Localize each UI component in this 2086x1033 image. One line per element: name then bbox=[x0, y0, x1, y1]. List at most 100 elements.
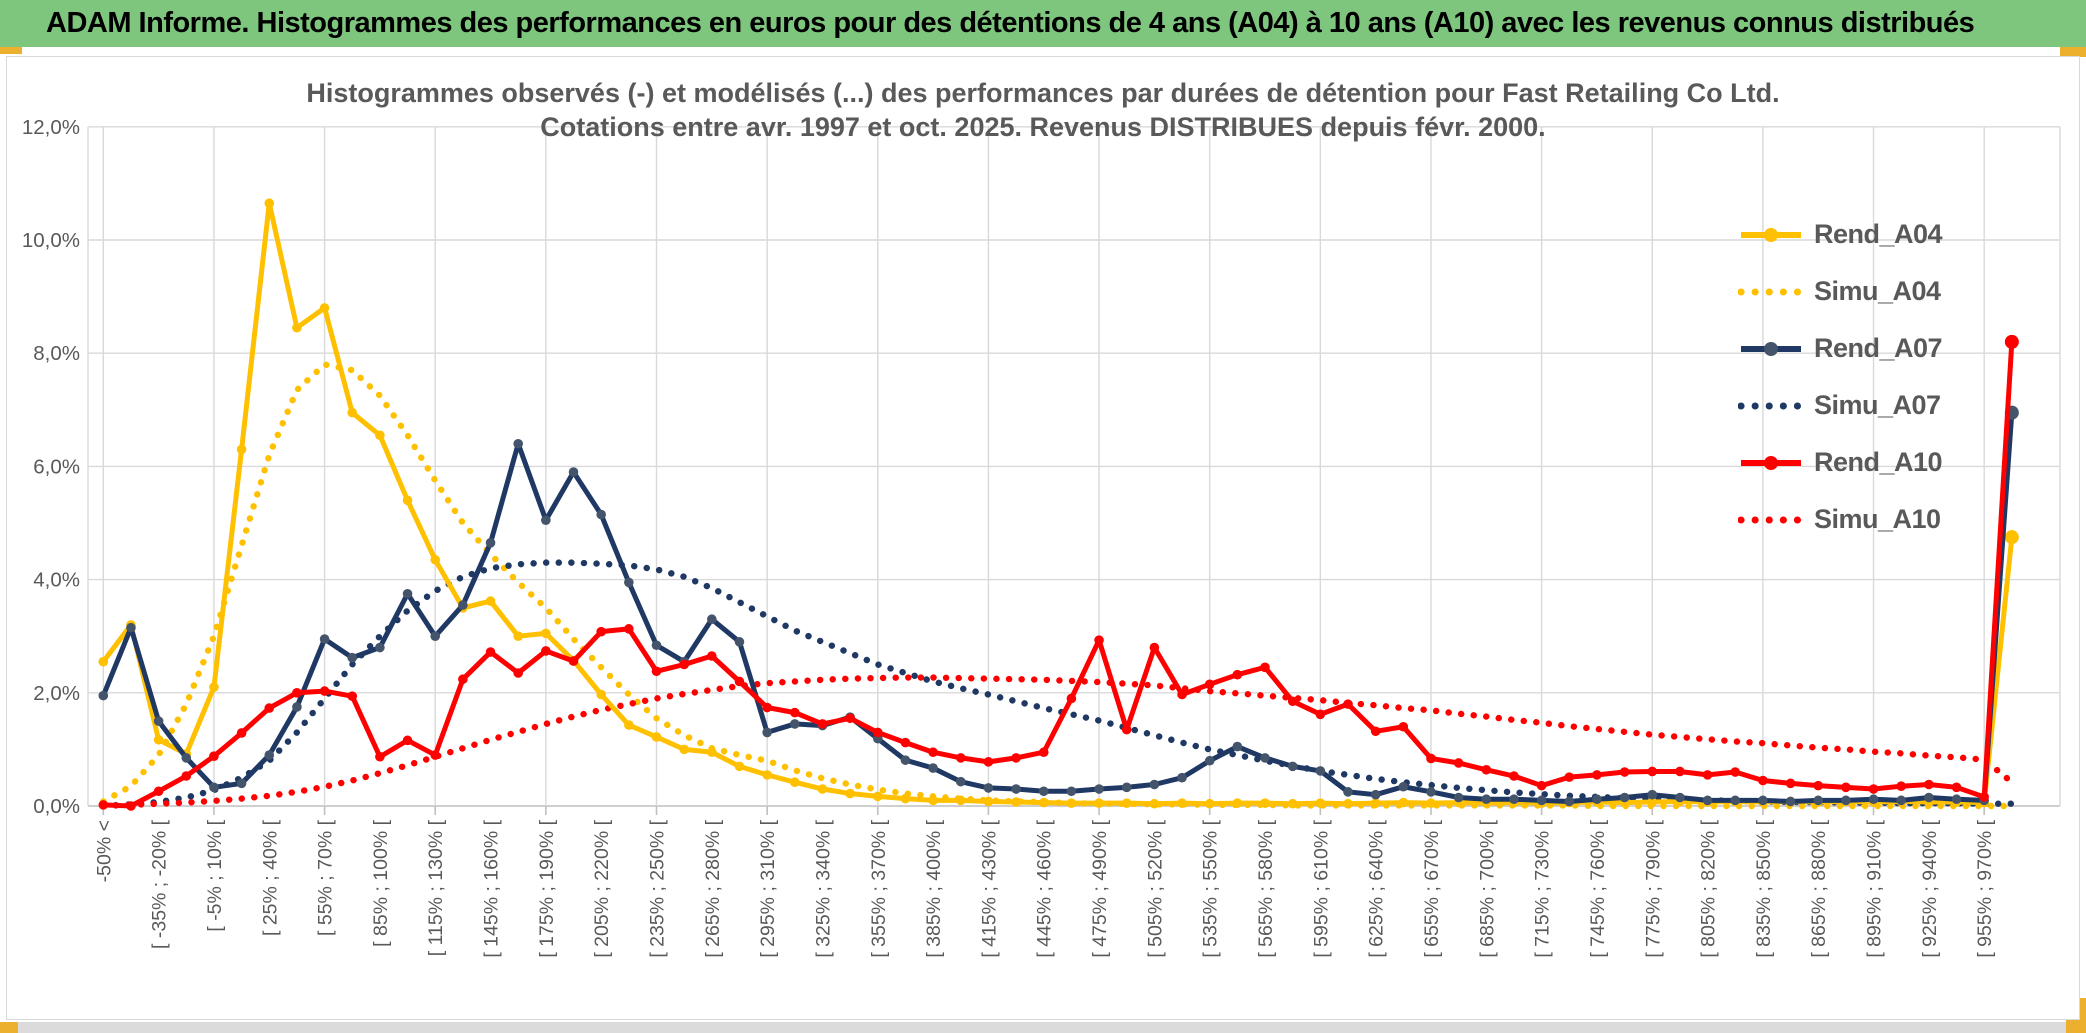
marker-rend_a10 bbox=[762, 702, 772, 713]
marker-rend_a04 bbox=[485, 596, 496, 606]
marker-rend_a07 bbox=[624, 577, 634, 588]
marker-rend_a10 bbox=[1536, 780, 1547, 791]
x-axis-tick-label: [ 355% ; 370% [ bbox=[868, 819, 890, 957]
marker-rend_a04 bbox=[955, 795, 966, 806]
marker-rend_a07 bbox=[1896, 795, 1906, 806]
marker-rend_a04 bbox=[1426, 798, 1436, 808]
marker-rend_a04 bbox=[679, 744, 689, 755]
legend-item-rend-a07[interactable]: Rend_A07 bbox=[1738, 320, 1943, 377]
marker-rend_a10 bbox=[264, 703, 275, 713]
marker-rend_a07 bbox=[1038, 786, 1049, 797]
marker-rend_a10 bbox=[1121, 724, 1132, 735]
series-rend_a04 bbox=[101, 200, 2015, 807]
marker-rend_a07 bbox=[1758, 795, 1768, 806]
marker-rend_a07 bbox=[928, 763, 938, 773]
marker-rend_a07 bbox=[1702, 795, 1713, 806]
marker-rend_a07 bbox=[568, 467, 579, 477]
legend-item-simu-a07[interactable]: Simu_A07 bbox=[1738, 377, 1942, 434]
marker-rend_a10 bbox=[568, 656, 579, 666]
marker-rend_a04 bbox=[1204, 798, 1215, 809]
marker-rend_a10 bbox=[1619, 767, 1630, 777]
marker-rend_a10 bbox=[458, 674, 468, 685]
marker-rend_a07 bbox=[1177, 772, 1187, 783]
legend-label: Simu_A04 bbox=[1814, 276, 1941, 306]
y-axis-tick-label: 10,0% bbox=[22, 229, 80, 252]
x-axis-tick-label: [ 865% ; 880% [ bbox=[1808, 819, 1830, 957]
marker-rend_a10 bbox=[1951, 782, 1962, 793]
marker-rend_a10 bbox=[1924, 779, 1934, 790]
x-axis-tick-label: [ 565% ; 580% [ bbox=[1255, 819, 1277, 957]
marker-rend_a10 bbox=[1868, 784, 1879, 794]
marker-rend_a07 bbox=[1675, 792, 1685, 803]
marker-rend_a10 bbox=[1370, 726, 1381, 737]
marker-rend_a10 bbox=[430, 750, 441, 760]
series-simu_a10 bbox=[100, 674, 2016, 810]
y-axis-tick-label: 4,0% bbox=[33, 569, 80, 592]
marker-rend_a07 bbox=[209, 782, 219, 793]
legend-item-rend-a10[interactable]: Rend_A10 bbox=[1738, 434, 1943, 491]
marker-rend_a07 bbox=[541, 515, 551, 525]
marker-rend_a07 bbox=[1453, 792, 1464, 803]
legend-item-rend-a04[interactable]: Rend_A04 bbox=[1738, 206, 1943, 263]
legend-swatch-simu-a10 bbox=[1738, 516, 1804, 523]
x-axis-tick-label: [ 535% ; 550% [ bbox=[1200, 819, 1222, 957]
marker-rend_a04 bbox=[651, 732, 662, 742]
marker-rend_a10 bbox=[347, 691, 358, 701]
marker-rend_a07 bbox=[236, 778, 247, 789]
marker-rend_a07 bbox=[1094, 784, 1104, 794]
legend-marker bbox=[1764, 341, 1778, 356]
marker-rend_a07 bbox=[347, 652, 358, 663]
marker-rend_a04 bbox=[900, 793, 911, 804]
marker-rend_a04 bbox=[1094, 798, 1104, 808]
marker-rend_a07 bbox=[900, 755, 911, 765]
marker-rend_a04 bbox=[1066, 798, 1077, 808]
marker-rend_a07 bbox=[485, 538, 496, 548]
legend-item-simu-a10[interactable]: Simu_A10 bbox=[1738, 491, 1942, 548]
marker-rend_a04 bbox=[790, 777, 800, 788]
marker-rend_a10 bbox=[513, 668, 523, 678]
marker-rend_a10 bbox=[1702, 770, 1713, 780]
y-axis-tick-label: 12,0% bbox=[22, 116, 80, 139]
marker-rend_a04 bbox=[1315, 798, 1326, 808]
marker-rend_a10 bbox=[1177, 689, 1187, 700]
legend-item-simu-a04[interactable]: Simu_A04 bbox=[1738, 263, 1942, 320]
marker-rend_a07 bbox=[1315, 766, 1326, 776]
legend-label: Rend_A10 bbox=[1814, 447, 1943, 477]
x-axis-tick-label: [ 295% ; 310% [ bbox=[757, 819, 779, 957]
marker-rend_a07 bbox=[402, 588, 413, 599]
marker-rend_a07 bbox=[1204, 755, 1215, 766]
marker-rend_a07 bbox=[1592, 794, 1602, 805]
marker-rend_a04 bbox=[430, 554, 441, 565]
marker-rend_a04 bbox=[402, 495, 413, 506]
marker-rend_a10 bbox=[1149, 642, 1160, 653]
marker-rend_a04 bbox=[1343, 798, 1353, 809]
x-axis-tick-label: [ 685% ; 700% [ bbox=[1476, 819, 1498, 957]
marker-rend_a04 bbox=[153, 734, 164, 745]
marker-rend_a07 bbox=[98, 690, 109, 701]
marker-rend_a10 bbox=[1896, 781, 1906, 791]
marker-rend_a10 bbox=[1647, 766, 1658, 777]
marker-rend_a10 bbox=[485, 647, 496, 657]
marker-rend_a10 bbox=[1675, 766, 1685, 777]
marker-rend_a04 bbox=[1121, 798, 1132, 808]
marker-rend_a07 bbox=[1066, 786, 1077, 797]
marker-rend_a04 bbox=[1149, 798, 1160, 809]
marker-rend_a07 bbox=[1149, 779, 1160, 790]
legend-label: Rend_A07 bbox=[1814, 333, 1943, 363]
marker-rend_a10 bbox=[707, 651, 717, 661]
x-axis-tick-label: [ 385% ; 400% [ bbox=[923, 819, 945, 957]
marker-rend_a04 bbox=[707, 747, 717, 758]
x-axis-tick-label: [ 55% ; 70% [ bbox=[315, 819, 337, 936]
series-rend_a07 bbox=[100, 412, 2015, 804]
marker-rend_a10 bbox=[292, 688, 302, 698]
marker-rend_a07 bbox=[264, 750, 275, 760]
marker-rend_a10 bbox=[153, 786, 164, 797]
marker-rend_a10 bbox=[900, 737, 911, 748]
marker-rend_a07 bbox=[983, 783, 994, 793]
marker-rend_a04 bbox=[1232, 798, 1243, 808]
marker-rend_a07 bbox=[1260, 753, 1270, 763]
x-axis-tick-label: [ 625% ; 640% [ bbox=[1366, 819, 1388, 957]
marker-rend_a10 bbox=[209, 751, 219, 761]
marker-rend_a10 bbox=[1343, 699, 1353, 709]
marker-rend_a10 bbox=[541, 646, 551, 656]
